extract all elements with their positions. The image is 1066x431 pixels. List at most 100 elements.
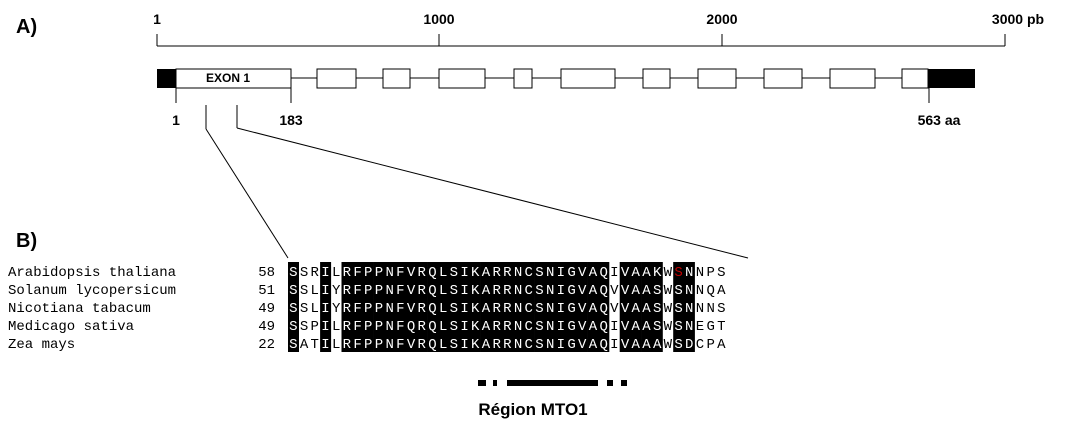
residue: R [343, 301, 352, 317]
residue: A [642, 301, 651, 317]
residue: N [706, 301, 714, 317]
residue: F [353, 283, 361, 299]
residue: Q [428, 265, 436, 281]
exon-10 [829, 68, 876, 89]
conserved-cell [523, 316, 535, 334]
conserved-cell [416, 316, 428, 334]
residue: L [439, 337, 447, 353]
residue: V [578, 319, 587, 335]
conserved-cell [405, 334, 417, 352]
residue: F [396, 301, 404, 317]
species-name: Arabidopsis thaliana [8, 265, 176, 281]
conserved-cell [534, 334, 546, 352]
residue: V [621, 283, 630, 299]
conserved-cell [373, 316, 385, 334]
residue: L [439, 283, 447, 299]
conserved-cell [598, 262, 610, 280]
residue: A [482, 337, 491, 353]
residue: A [653, 337, 662, 353]
residue: C [696, 337, 704, 353]
conserved-cell [641, 334, 653, 352]
residue: S [674, 319, 682, 335]
residue: I [460, 301, 468, 317]
residue: V [407, 337, 416, 353]
residue: R [418, 283, 427, 299]
start-position: 22 [258, 337, 275, 353]
conserved-cell [619, 262, 631, 280]
residue: R [343, 283, 352, 299]
conserved-cell [630, 334, 642, 352]
scale-bar: 1 1000 2000 3000 pb [153, 11, 1044, 47]
residue: A [642, 283, 651, 299]
protein-tick-label-563: 563 aa [918, 112, 961, 128]
conserved-cell [416, 262, 428, 280]
conserved-cell [566, 280, 578, 298]
residue: P [364, 283, 372, 299]
conserved-cell [512, 334, 524, 352]
conserved-cell [512, 298, 524, 316]
residue: Q [706, 283, 714, 299]
conserved-cell [630, 280, 642, 298]
conserved-cell [480, 280, 492, 298]
residue: S [450, 301, 458, 317]
residue: I [557, 301, 565, 317]
residue: R [492, 301, 501, 317]
conserved-cell [502, 316, 513, 334]
conserved-cell [641, 316, 653, 334]
sequence-alignment: Arabidopsis thaliana 58 S S R I L R F P P N F V R Q L S I K… [8, 262, 726, 353]
residue: N [385, 283, 393, 299]
conserved-cell [576, 262, 588, 280]
residue: V [578, 301, 587, 317]
residue: W [664, 301, 673, 317]
residue: G [567, 319, 575, 335]
residue: G [567, 337, 575, 353]
conserved-cell [651, 262, 663, 280]
residue: N [546, 265, 554, 281]
residue: C [525, 265, 533, 281]
conserved-cell [416, 298, 428, 316]
conserved-cell [491, 316, 503, 334]
start-position: 49 [258, 301, 275, 317]
conserved-cell [373, 298, 385, 316]
conserved-cell [384, 334, 396, 352]
conserved-cell [362, 298, 374, 316]
residue: I [610, 265, 618, 281]
conserved-cell [502, 334, 513, 352]
conserved-cell [651, 280, 663, 298]
residue: S [717, 301, 725, 317]
residue: R [418, 337, 427, 353]
conserved-cell [405, 262, 417, 280]
exon-7 [642, 68, 671, 89]
residue: N [514, 265, 522, 281]
residue: Q [428, 319, 436, 335]
conserved-cell [555, 334, 567, 352]
conserved-cell [587, 298, 599, 316]
conserved-cell [598, 316, 610, 334]
residue: A [300, 337, 309, 353]
residue: Q [599, 265, 607, 281]
residue: I [321, 265, 329, 281]
residue: I [460, 337, 468, 353]
residue: P [375, 301, 383, 317]
residue: S [674, 265, 682, 281]
residue: N [696, 301, 704, 317]
residue: S [289, 319, 297, 335]
conserved-cell [523, 298, 535, 316]
conserved-cell [630, 316, 642, 334]
conserved-cell [320, 316, 332, 334]
residue: S [450, 265, 458, 281]
conserved-cell [405, 280, 417, 298]
residue: R [503, 301, 512, 317]
residue: I [321, 283, 329, 299]
species-name: Nicotiana tabacum [8, 301, 151, 317]
conserved-cell [555, 262, 567, 280]
residue: S [300, 283, 308, 299]
conserved-cell [448, 262, 460, 280]
residue: I [460, 319, 468, 335]
conserved-cell [544, 280, 556, 298]
residue: Y [332, 283, 341, 299]
conserved-cell [459, 262, 471, 280]
residue: A [642, 319, 651, 335]
residue: K [471, 301, 480, 317]
conserved-cell [288, 298, 299, 316]
